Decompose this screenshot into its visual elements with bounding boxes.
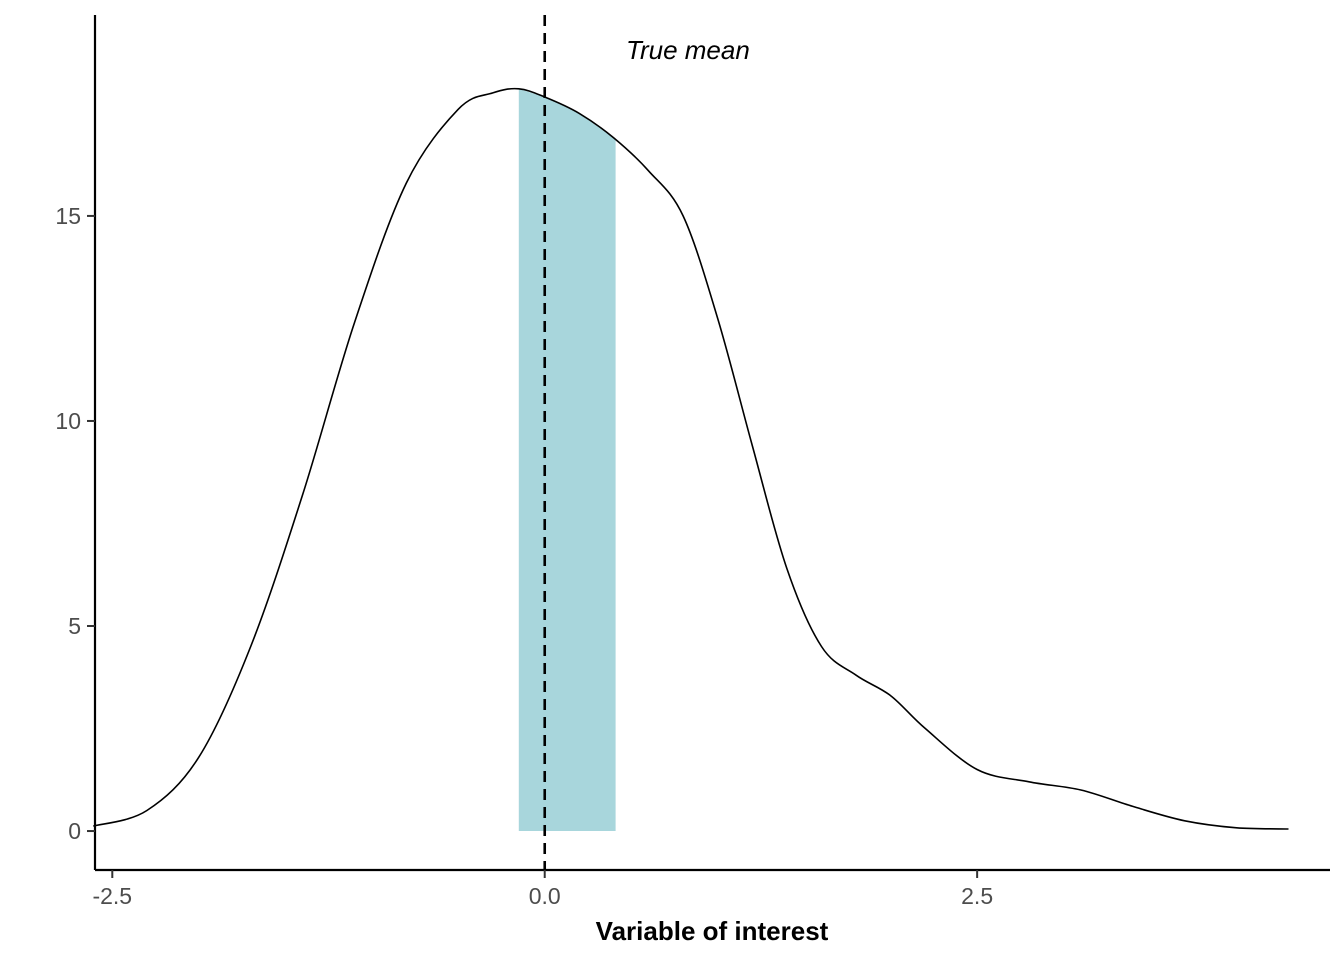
x-tick-label: 0.0 <box>529 883 561 909</box>
true-mean-label: True mean <box>626 35 750 65</box>
y-ticks: 0 5 10 15 <box>55 203 95 844</box>
x-tick-label: -2.5 <box>92 883 132 909</box>
shaded-interval <box>518 88 616 832</box>
plot-area <box>93 15 1289 870</box>
y-tick-label: 0 <box>68 818 81 844</box>
x-ticks: -2.5 0.0 2.5 <box>92 870 993 909</box>
y-tick-label: 15 <box>55 203 81 229</box>
axes <box>93 15 1330 872</box>
density-curve <box>93 87 1289 830</box>
x-axis-title: Variable of interest <box>596 916 829 946</box>
y-tick-label: 5 <box>68 613 81 639</box>
y-tick-label: 10 <box>55 408 81 434</box>
x-tick-label: 2.5 <box>961 883 993 909</box>
